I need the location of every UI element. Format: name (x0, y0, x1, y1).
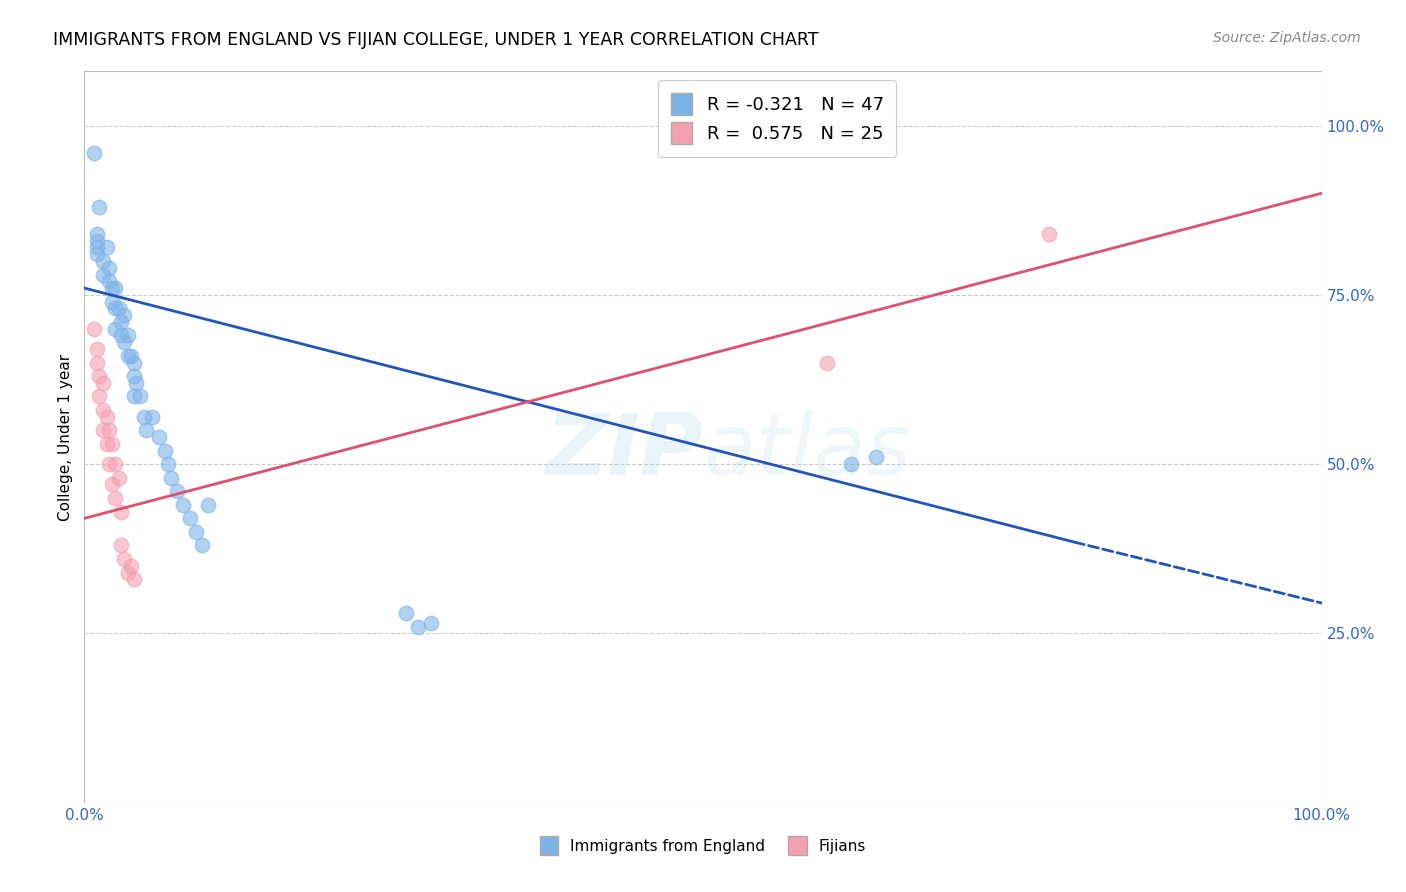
Point (98, 274, 121, 288)
Point (132, 409, 155, 424)
Point (86, 247, 108, 261)
Point (108, 471, 131, 485)
Point (112, 552, 135, 566)
Point (100, 281, 122, 295)
Point (153, 443, 176, 458)
Text: ZIP: ZIP (546, 410, 703, 493)
Point (98, 457, 121, 471)
Point (110, 505, 132, 519)
Y-axis label: College, Under 1 year: College, Under 1 year (58, 353, 73, 521)
Point (166, 484, 188, 499)
Point (96, 437, 118, 451)
Point (184, 524, 207, 539)
Point (104, 281, 127, 295)
Point (100, 437, 122, 451)
Point (141, 409, 163, 424)
Point (815, 355, 838, 369)
Point (91, 254, 114, 268)
Point (91, 403, 114, 417)
Point (408, 620, 430, 634)
Point (86, 342, 108, 356)
Point (104, 491, 127, 505)
Text: Source: ZipAtlas.com: Source: ZipAtlas.com (1213, 31, 1361, 45)
Point (89, 200, 111, 214)
Legend: Immigrants from England, Fijians: Immigrants from England, Fijians (534, 830, 872, 861)
Point (86, 227, 108, 241)
Point (96, 409, 118, 424)
Point (110, 538, 132, 552)
Point (110, 328, 132, 343)
Point (100, 294, 122, 309)
Point (129, 389, 152, 403)
Point (112, 308, 135, 322)
Point (98, 260, 121, 275)
Point (86, 240, 108, 254)
Point (89, 369, 111, 384)
Point (91, 376, 114, 390)
Point (89, 389, 111, 403)
Point (419, 616, 441, 631)
Point (125, 376, 148, 390)
Point (117, 566, 139, 580)
Point (157, 457, 180, 471)
Point (83, 322, 105, 336)
Point (100, 477, 122, 491)
Point (98, 423, 121, 437)
Point (91, 423, 114, 437)
Point (117, 328, 139, 343)
Text: IMMIGRANTS FROM ENGLAND VS FIJIAN COLLEGE, UNDER 1 YEAR CORRELATION CHART: IMMIGRANTS FROM ENGLAND VS FIJIAN COLLEG… (53, 31, 818, 49)
Point (112, 335, 135, 350)
Point (1038, 227, 1060, 241)
Point (86, 234, 108, 248)
Point (191, 538, 214, 552)
Point (83, 145, 105, 160)
Point (395, 606, 418, 620)
Point (104, 322, 127, 336)
Point (197, 498, 219, 512)
Point (86, 355, 108, 369)
Point (108, 301, 131, 316)
Point (104, 301, 127, 316)
Point (172, 498, 194, 512)
Point (91, 268, 114, 282)
Point (160, 471, 183, 485)
Point (865, 450, 887, 465)
Point (120, 349, 142, 363)
Point (117, 349, 139, 363)
Text: atlas: atlas (703, 410, 911, 493)
Point (110, 315, 132, 329)
Point (841, 457, 863, 471)
Point (96, 240, 118, 254)
Point (179, 511, 201, 525)
Point (122, 355, 145, 369)
Point (122, 389, 145, 403)
Point (122, 572, 145, 586)
Point (135, 423, 157, 437)
Point (148, 430, 170, 444)
Point (122, 369, 145, 384)
Point (104, 457, 127, 471)
Point (120, 558, 142, 573)
